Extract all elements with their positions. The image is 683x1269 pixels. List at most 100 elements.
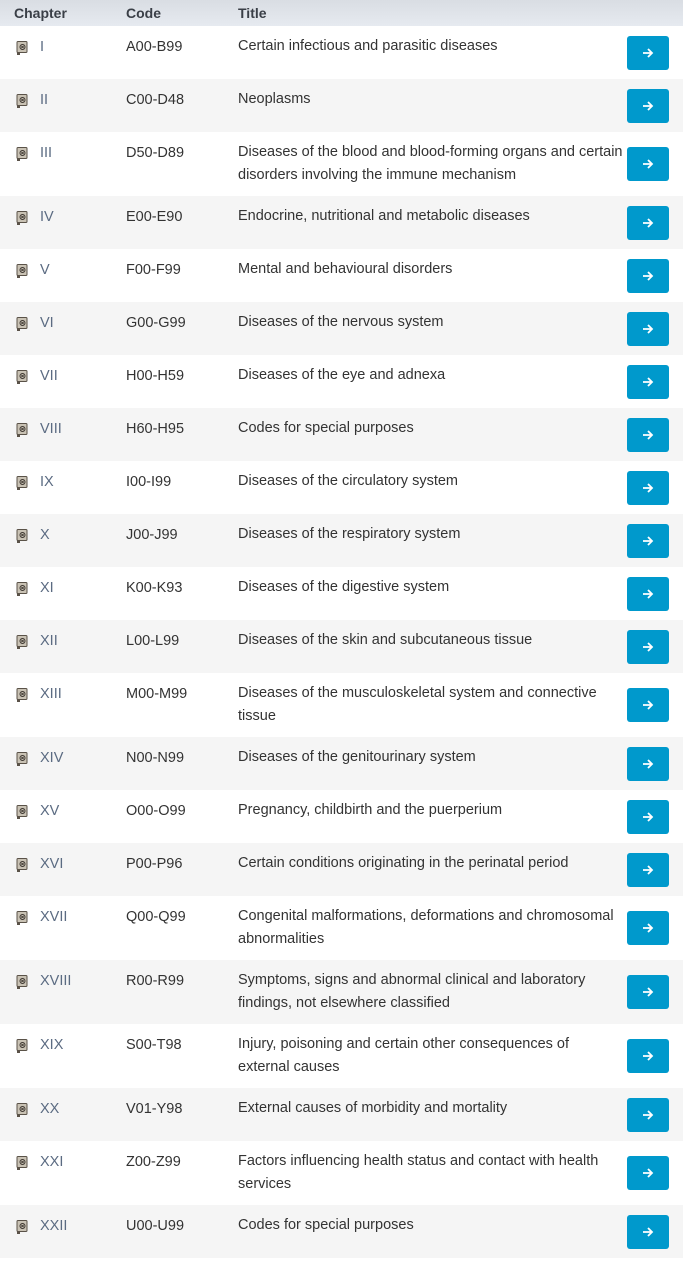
open-chapter-button[interactable]: [627, 523, 669, 558]
chapter-cell: XI: [0, 567, 126, 620]
arrow-right-icon: [643, 270, 654, 281]
code-cell: Q00-Q99: [126, 909, 186, 925]
chapter-number: XVII: [40, 909, 68, 925]
book-icon: [16, 370, 28, 384]
chapter-number: IX: [40, 474, 54, 490]
code-cell: D50-D89: [126, 145, 185, 161]
code-cell: A00-B99: [126, 39, 183, 55]
open-chapter-button[interactable]: [627, 1097, 669, 1132]
code-cell: H00-H59: [126, 368, 185, 384]
open-chapter-button[interactable]: [627, 1214, 669, 1249]
arrow-right-icon: [643, 376, 654, 387]
chapter-cell: II: [0, 79, 126, 132]
table-row: VII H00-H59 Diseases of the eye and adnexa: [0, 355, 683, 408]
table-row: XI K00-K93 Diseases of the digestive syste…: [0, 567, 683, 620]
open-chapter-button[interactable]: [627, 1156, 669, 1190]
chapter-cell: XXII: [0, 1205, 126, 1258]
table-row: XII L00-L99 Diseases of the skin and subcu…: [0, 620, 683, 673]
book-icon: [16, 423, 28, 437]
table-row: V F00-F99 Mental and behavioural disorders: [0, 249, 683, 302]
book-icon: [16, 41, 28, 55]
arrow-right-icon: [643, 811, 654, 822]
arrow-right-icon: [643, 1051, 654, 1061]
chapter-cell: XV: [0, 790, 126, 843]
chapter-number: X: [40, 527, 50, 543]
book-icon: [16, 805, 28, 819]
book-icon: [16, 688, 28, 702]
open-chapter-button[interactable]: [627, 205, 669, 240]
open-chapter-button[interactable]: [627, 35, 669, 70]
open-chapter-button[interactable]: [627, 746, 669, 781]
title-cell: Factors influencing health status and co…: [238, 1153, 599, 1192]
title-cell: Symptoms, signs and abnormal clinical an…: [238, 972, 586, 1011]
book-icon: [16, 975, 28, 989]
open-chapter-button[interactable]: [627, 88, 669, 123]
open-chapter-button[interactable]: [627, 417, 669, 452]
code-cell: O00-O99: [126, 803, 186, 819]
book-icon: [16, 1156, 28, 1170]
code-cell: J00-J99: [126, 527, 178, 543]
table-row: III D50-D89 Diseases of the blood and bloo…: [0, 132, 683, 196]
open-chapter-button[interactable]: [627, 629, 669, 664]
book-icon: [16, 264, 28, 278]
arrow-right-icon: [643, 429, 654, 440]
title-cell: Diseases of the blood and blood-forming …: [238, 144, 623, 183]
open-chapter-button[interactable]: [627, 364, 669, 399]
chapter-number: XVI: [40, 856, 64, 872]
table-row: XIII M00-M99 Diseases of the musculoskelet…: [0, 673, 683, 737]
title-cell: Codes for special purposes: [238, 1217, 414, 1233]
title-cell: External causes of morbidity and mortali…: [238, 1100, 508, 1116]
table-row: XX V01-Y98 External causes of morbidity an…: [0, 1088, 683, 1141]
open-chapter-button[interactable]: [627, 311, 669, 346]
code-cell: N00-N99: [126, 750, 185, 766]
open-chapter-button[interactable]: [627, 1039, 669, 1073]
arrow-right-icon: [643, 535, 654, 546]
code-cell: E00-E90: [126, 209, 183, 225]
chapter-number: IV: [40, 209, 54, 225]
open-chapter-button[interactable]: [627, 147, 669, 181]
chapter-cell: VI: [0, 302, 126, 355]
arrow-right-icon: [643, 758, 654, 769]
open-chapter-button[interactable]: [627, 258, 669, 293]
arrow-right-icon: [643, 864, 654, 875]
open-chapter-button[interactable]: [627, 576, 669, 611]
arrow-right-icon: [643, 1226, 654, 1237]
chapter-number: VII: [40, 368, 58, 384]
book-icon: [16, 1103, 28, 1117]
header-title: Title: [238, 5, 267, 21]
code-cell: V01-Y98: [126, 1101, 183, 1117]
chapter-cell: VII: [0, 355, 126, 408]
chapter-number: I: [40, 39, 45, 55]
chapter-cell: IV: [0, 196, 126, 249]
chapter-cell: XVII: [0, 896, 126, 960]
open-chapter-button[interactable]: [627, 688, 669, 722]
code-cell: U00-U99: [126, 1218, 185, 1234]
chapter-cell: XII: [0, 620, 126, 673]
code-cell: M00-M99: [126, 686, 188, 702]
code-cell: C00-D48: [126, 92, 185, 108]
book-icon: [16, 1220, 28, 1234]
open-chapter-button[interactable]: [627, 911, 669, 945]
book-icon: [16, 94, 28, 108]
open-chapter-button[interactable]: [627, 799, 669, 834]
code-cell: P00-P96: [126, 856, 183, 872]
table-row: IX I00-I99 Diseases of the circulatory sys…: [0, 461, 683, 514]
chapter-cell: VIII: [0, 408, 126, 461]
title-cell: Diseases of the respiratory system: [238, 526, 461, 542]
book-icon: [16, 317, 28, 331]
code-cell: I00-I99: [126, 474, 172, 490]
chapter-number: III: [40, 145, 53, 161]
title-cell: Neoplasms: [238, 91, 311, 107]
title-cell: Diseases of the musculoskeletal system a…: [238, 685, 597, 724]
table-row: XXI Z00-Z99 Factors influencing health sta…: [0, 1141, 683, 1205]
chapter-number: II: [40, 92, 49, 108]
book-icon: [16, 529, 28, 543]
open-chapter-button[interactable]: [627, 975, 669, 1009]
open-chapter-button[interactable]: [627, 470, 669, 505]
chapter-number: XIV: [40, 750, 64, 766]
open-chapter-button[interactable]: [627, 852, 669, 887]
table-header: Chapter Code Title: [0, 0, 683, 26]
code-cell: L00-L99: [126, 633, 180, 649]
chapter-cell: XXI: [0, 1141, 126, 1205]
title-cell: Mental and behavioural disorders: [238, 261, 453, 277]
